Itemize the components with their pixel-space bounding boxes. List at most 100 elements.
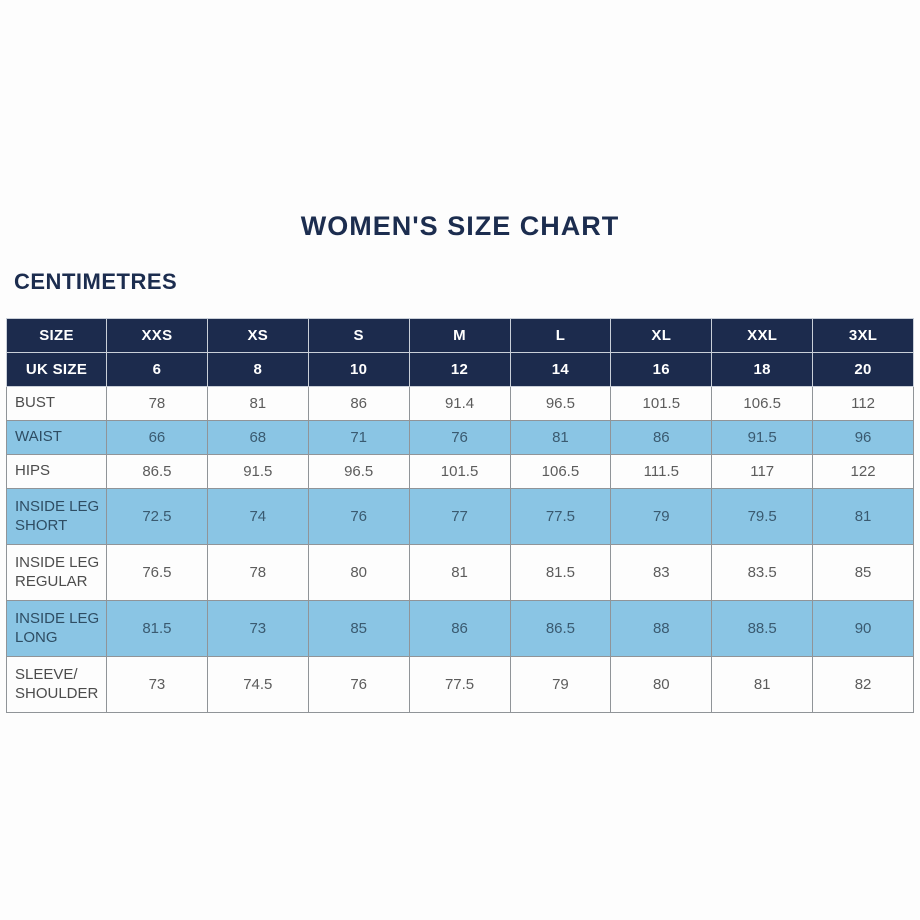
measurement-value-cell: 66 (106, 420, 208, 455)
measurement-value-cell: 96 (812, 420, 914, 455)
measurement-value-cell: 117 (711, 454, 814, 489)
measurement-value-cell: 81.5 (509, 544, 612, 601)
measurement-value-cell: 76 (408, 420, 511, 455)
table-row: SLEEVE/SHOULDER 73 74.5 76 77.5 79 80 81 82 (6, 656, 914, 713)
measurement-value-cell: 76 (307, 488, 410, 545)
measurement-value-cell: 79 (509, 656, 612, 713)
measurement-label-line: REGULAR (15, 572, 88, 590)
measurement-value-cell: 77.5 (509, 488, 612, 545)
column-header-cell: XS (206, 318, 309, 353)
measurement-label-line: INSIDE LEG (15, 609, 100, 627)
measurement-value-cell: 86 (307, 386, 410, 421)
measurement-label-line: BUST (15, 394, 56, 412)
measurement-value-cell: 72.5 (106, 488, 208, 545)
measurement-label-line: SHOULDER (15, 684, 99, 702)
measurement-value-cell: 68 (206, 420, 309, 455)
measurement-value-cell: 81 (206, 386, 309, 421)
column-header-cell: XXL (711, 318, 814, 353)
measurement-label-line: WAIST (15, 428, 62, 446)
measurement-label-line: LONG (15, 628, 58, 646)
measurement-value-cell: 76 (307, 656, 410, 713)
column-header-cell: 3XL (812, 318, 914, 353)
measurement-value-cell: 81 (812, 488, 914, 545)
measurement-value-cell: 112 (812, 386, 914, 421)
measurement-value-cell: 80 (610, 656, 713, 713)
measurement-value-cell: 85 (812, 544, 914, 601)
measurement-value-cell: 83 (610, 544, 713, 601)
measurement-label: INSIDE LEG LONG (6, 600, 107, 657)
measurement-value-cell: 111.5 (610, 454, 713, 489)
measurement-label-line: HIPS (15, 462, 51, 480)
measurement-value-cell: 82 (812, 656, 914, 713)
measurement-value-cell: 73 (206, 600, 309, 657)
measurement-value-cell: 86.5 (509, 600, 612, 657)
row-header-label: SIZE (6, 318, 107, 353)
measurement-value-cell: 81 (711, 656, 814, 713)
measurement-value-cell: 88 (610, 600, 713, 657)
measurement-value-cell: 96.5 (307, 454, 410, 489)
measurement-value-cell: 91.5 (711, 420, 814, 455)
measurement-value-cell: 96.5 (509, 386, 612, 421)
uk-size-header-row: UK SIZE 6 8 10 12 14 16 18 20 (6, 352, 914, 387)
measurement-value-cell: 81.5 (106, 600, 208, 657)
column-header-cell: 20 (812, 352, 914, 387)
column-header-cell: 10 (307, 352, 410, 387)
table-row: INSIDE LEG REGULAR 76.5 78 80 81 81.5 83 83.5 85 (6, 544, 914, 601)
measurement-label: SLEEVE/SHOULDER (6, 656, 107, 713)
size-chart-table: SIZE XXS XS S M L XL XXL 3XL UK SIZE 6 8 10 12 14 16 18 2… (6, 318, 914, 713)
measurement-value-cell: 78 (106, 386, 208, 421)
measurement-value-cell: 83.5 (711, 544, 814, 601)
table-row: BUST 78 81 86 91.4 96.5 101.5 106.5 112 (6, 386, 914, 421)
column-header-cell: L (509, 318, 612, 353)
column-header-cell: XL (610, 318, 713, 353)
measurement-value-cell: 85 (307, 600, 410, 657)
measurement-value-cell: 122 (812, 454, 914, 489)
measurement-value-cell: 86.5 (106, 454, 208, 489)
measurement-value-cell: 80 (307, 544, 410, 601)
column-header-cell: XXS (106, 318, 208, 353)
measurement-value-cell: 77.5 (408, 656, 511, 713)
measurement-value-cell: 81 (408, 544, 511, 601)
measurement-label: INSIDE LEG SHORT (6, 488, 107, 545)
table-body: BUST 78 81 86 91.4 96.5 101.5 106.5 112 WAIST 66 68… (6, 386, 914, 713)
table-row: WAIST 66 68 71 76 81 86 91.5 96 (6, 420, 914, 455)
measurement-label-line: SLEEVE/ (15, 665, 78, 683)
measurement-value-cell: 86 (610, 420, 713, 455)
measurement-value-cell: 76.5 (106, 544, 208, 601)
measurement-value-cell: 78 (206, 544, 309, 601)
measurement-value-cell: 77 (408, 488, 511, 545)
size-header-row: SIZE XXS XS S M L XL XXL 3XL (6, 318, 914, 353)
measurement-value-cell: 71 (307, 420, 410, 455)
page-title: WOMEN'S SIZE CHART (300, 211, 620, 241)
measurement-label: INSIDE LEG REGULAR (6, 544, 107, 601)
measurement-value-cell: 74.5 (206, 656, 309, 713)
column-header-cell: 16 (610, 352, 713, 387)
measurement-label-line: INSIDE LEG (15, 553, 100, 571)
table-head: SIZE XXS XS S M L XL XXL 3XL UK SIZE 6 8 10 12 14 16 18 2… (6, 318, 914, 387)
measurement-value-cell: 106.5 (509, 454, 612, 489)
measurement-value-cell: 79.5 (711, 488, 814, 545)
measurement-value-cell: 91.4 (408, 386, 511, 421)
measurement-label: BUST (6, 386, 107, 421)
column-header-cell: 8 (206, 352, 309, 387)
measurement-value-cell: 86 (408, 600, 511, 657)
measurement-value-cell: 88.5 (711, 600, 814, 657)
column-header-cell: 12 (408, 352, 511, 387)
measurement-value-cell: 91.5 (206, 454, 309, 489)
table-row: INSIDE LEG SHORT 72.5 74 76 77 77.5 79 79.5 81 (6, 488, 914, 545)
measurement-label: WAIST (6, 420, 107, 455)
measurement-label-line: SHORT (15, 516, 68, 534)
measurement-value-cell: 101.5 (610, 386, 713, 421)
column-header-cell: M (408, 318, 511, 353)
row-header-label: UK SIZE (6, 352, 107, 387)
measurement-label-line: INSIDE LEG (15, 497, 100, 515)
column-header-cell: 14 (509, 352, 612, 387)
measurement-value-cell: 73 (106, 656, 208, 713)
table-row: HIPS 86.5 91.5 96.5 101.5 106.5 111.5 117 122 (6, 454, 914, 489)
measurement-value-cell: 106.5 (711, 386, 814, 421)
measurement-value-cell: 81 (509, 420, 612, 455)
column-header-cell: S (307, 318, 410, 353)
unit-label: CENTIMETRES (14, 269, 178, 294)
table-row: INSIDE LEG LONG 81.5 73 85 86 86.5 88 88.5 90 (6, 600, 914, 657)
